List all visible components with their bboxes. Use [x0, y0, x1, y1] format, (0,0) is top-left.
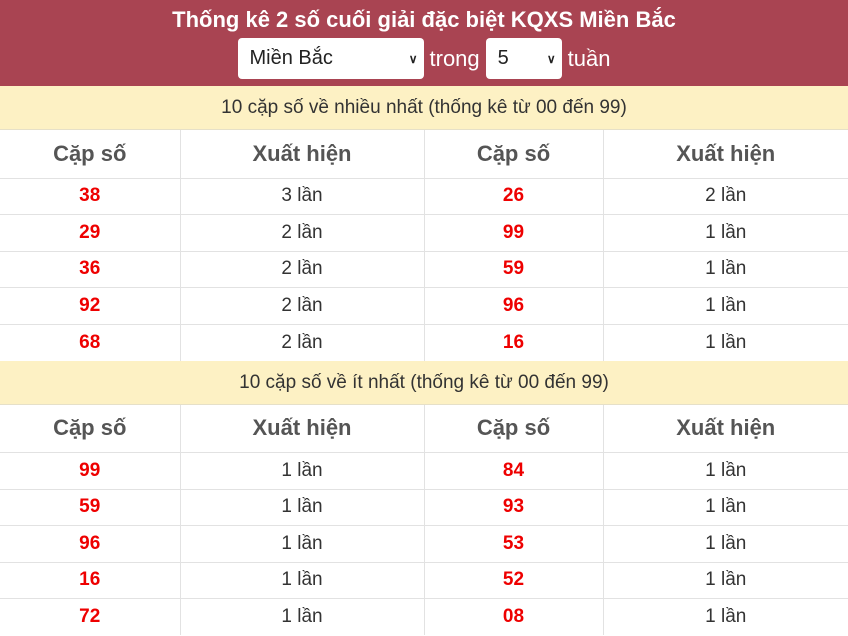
column-header: Cặp số — [423, 130, 603, 178]
chevron-down-icon: ∨ — [408, 51, 418, 66]
occurrence-count: 1 lần — [602, 452, 848, 489]
least-table: Cặp số Xuất hiện Cặp số Xuất hiện 99 1 lần 84 1… — [0, 404, 848, 635]
occurrence-count: 1 lần — [602, 250, 848, 288]
column-header: Cặp số — [53, 140, 127, 166]
table-row: 59 1 lần 93 1 lần — [0, 488, 848, 526]
occurrence-count: 1 lần — [179, 598, 424, 635]
table-row: 16 1 lần 52 1 lần — [0, 561, 848, 599]
number-pair: 16 — [423, 323, 603, 361]
weeks-value: 5 — [497, 47, 509, 69]
number-pair: 26 — [423, 177, 603, 215]
table-row: 38 3 lần 26 2 lần — [0, 177, 848, 215]
most-section-title: 10 cặp số về nhiều nhất (thống kê từ 00 … — [0, 86, 848, 130]
column-header: Xuất hiện — [602, 404, 848, 453]
occurrence-count: 1 lần — [602, 214, 848, 251]
occurrence-count: 1 lần — [179, 525, 424, 562]
chevron-down-icon: ∨ — [546, 51, 556, 66]
number-pair: 53 — [423, 525, 603, 562]
occurrence-count: 1 lần — [602, 323, 848, 361]
occurrence-count: 1 lần — [179, 452, 424, 489]
table-row: 36 2 lần 59 1 lần — [0, 250, 848, 288]
occurrence-count: 2 lần — [179, 250, 424, 288]
occurrence-count: 1 lần — [602, 287, 848, 324]
number-pair: 99 — [0, 452, 180, 489]
table-row: 92 2 lần 96 1 lần — [0, 287, 848, 324]
occurrence-count: 2 lần — [179, 214, 424, 251]
occurrence-count: 1 lần — [602, 525, 848, 562]
table-row: 68 2 lần 16 1 lần — [0, 323, 848, 361]
occurrence-count: 1 lần — [602, 488, 848, 526]
number-pair: 59 — [423, 250, 603, 288]
least-section-title: 10 cặp số về ít nhất (thống kê từ 00 đến… — [0, 360, 848, 405]
number-pair: 92 — [0, 287, 180, 324]
number-pair: 36 — [0, 250, 180, 288]
occurrence-count: 2 lần — [179, 287, 424, 324]
table-row: 99 1 lần 84 1 lần — [0, 452, 848, 489]
occurrence-count: 2 lần — [602, 177, 848, 215]
page-title: Thống kê 2 số cuối giải đặc biệt KQXS Mi… — [172, 7, 676, 32]
occurrence-count: 3 lần — [179, 177, 424, 215]
table-row: 72 1 lần 08 1 lần — [0, 598, 848, 635]
column-header: Xuất hiện — [602, 130, 848, 178]
region-value: Miền Bắc — [249, 47, 333, 69]
weeks-select[interactable]: 5 ∨ — [485, 38, 562, 79]
table-row: 29 2 lần 99 1 lần — [0, 214, 848, 251]
number-pair: 96 — [0, 525, 180, 562]
number-pair: 38 — [0, 177, 180, 215]
in-label: trong — [429, 45, 480, 71]
number-pair: 16 — [0, 561, 180, 599]
number-pair: 68 — [0, 323, 180, 361]
number-pair: 84 — [423, 452, 603, 489]
most-table: Cặp số Xuất hiện Cặp số Xuất hiện 38 3 lần 26 2… — [0, 130, 848, 361]
number-pair: 29 — [0, 214, 180, 251]
header: Thống kê 2 số cuối giải đặc biệt KQXS Mi… — [0, 0, 848, 86]
column-header: Xuất hiện — [179, 130, 424, 178]
number-pair: 96 — [423, 287, 603, 324]
occurrence-count: 1 lần — [179, 561, 424, 599]
occurrence-count: 1 lần — [179, 488, 424, 526]
column-header: Cặp số — [53, 415, 127, 441]
number-pair: 99 — [423, 214, 603, 251]
occurrence-count: 1 lần — [602, 598, 848, 635]
table-row: 96 1 lần 53 1 lần — [0, 525, 848, 562]
occurrence-count: 1 lần — [602, 561, 848, 599]
number-pair: 08 — [423, 598, 603, 635]
column-header: Xuất hiện — [179, 404, 424, 453]
number-pair: 72 — [0, 598, 180, 635]
weeks-label: tuần — [567, 45, 611, 71]
number-pair: 59 — [0, 488, 180, 526]
occurrence-count: 2 lần — [179, 323, 424, 361]
number-pair: 93 — [423, 488, 603, 526]
number-pair: 52 — [423, 561, 603, 599]
region-select[interactable]: Miền Bắc ∨ — [237, 38, 424, 79]
column-header: Cặp số — [423, 404, 603, 453]
